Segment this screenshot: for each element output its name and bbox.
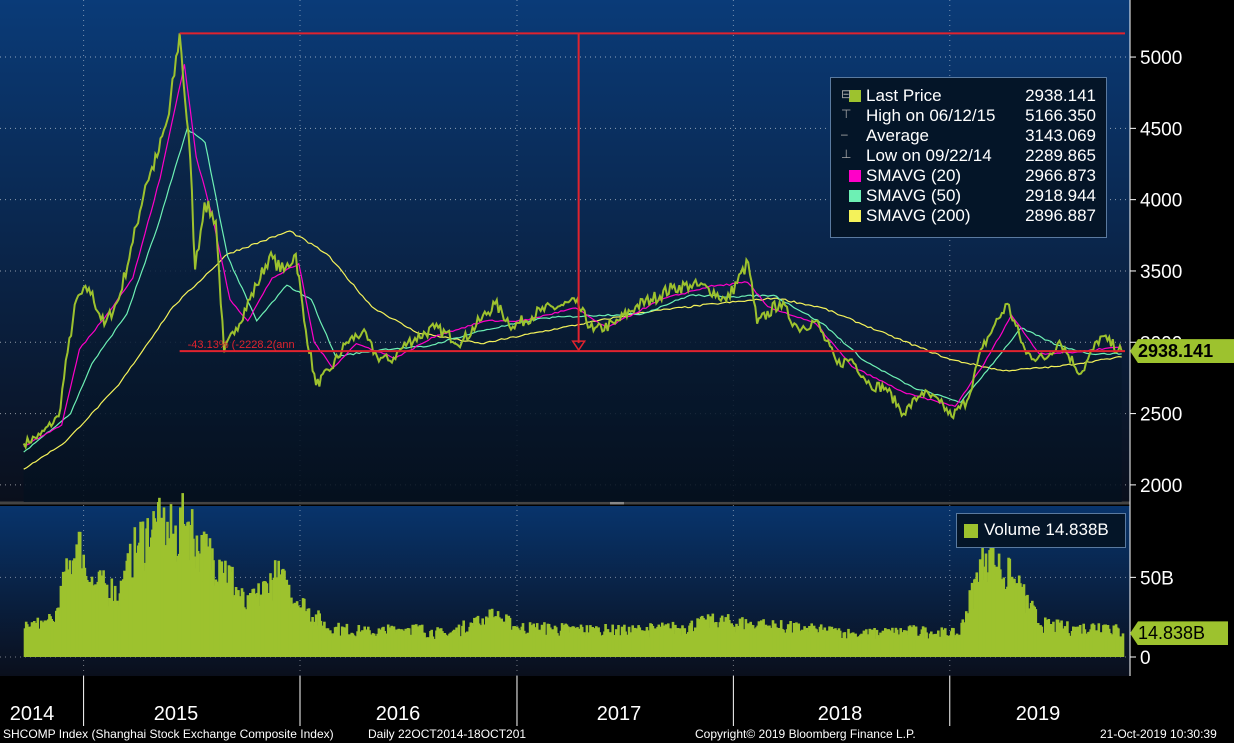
legend-swatch: [849, 170, 861, 182]
legend-value: 2966.873: [1025, 166, 1096, 185]
volume-legend-swatch: [964, 524, 978, 538]
legend-value: 3143.069: [1025, 126, 1096, 145]
x-tick-label-2015: 2015: [154, 703, 199, 725]
legend-row: ⊥ Low on 09/22/14 2289.865: [831, 146, 1106, 166]
legend-label: Low on 09/22/14: [866, 146, 992, 165]
legend-label: Average: [866, 126, 930, 145]
x-tick-label-2019: 2019: [1016, 703, 1061, 725]
x-tick-label-2018: 2018: [818, 703, 863, 725]
legend-value: 5166.350: [1025, 106, 1096, 125]
x-tick-label-2014: 2014: [10, 703, 55, 725]
volume-legend-label: Volume 14.838B: [984, 520, 1109, 539]
price-tick-label: 4000: [1140, 191, 1182, 212]
legend-swatch: [849, 90, 861, 102]
series-line-smavg-200-: [23, 230, 1122, 470]
legend-swatch: [849, 210, 861, 222]
x-tick-label-2017: 2017: [597, 703, 642, 725]
footer-index: SHCOMP Index (Shanghai Stock Exchange Co…: [3, 727, 334, 741]
footer-copyright: Copyright© 2019 Bloomberg Finance L.P.: [695, 727, 916, 741]
legend-swatch: [849, 190, 861, 202]
price-tick-label: 4500: [1140, 119, 1182, 140]
legend-value: 2938.141: [1025, 86, 1096, 105]
drop-arrow-head: [571, 340, 587, 352]
footer: SHCOMP Index (Shanghai Stock Exchange Co…: [0, 726, 1234, 743]
footer-range: Daily 22OCT2014-18OCT201: [368, 727, 527, 741]
legend-value: 2918.944: [1025, 186, 1096, 205]
volume-tick-label: 50B: [1140, 568, 1174, 589]
price-tick-label: 2500: [1140, 405, 1182, 426]
axis-area-bg: [1130, 0, 1234, 676]
legend-label: High on 06/12/15: [866, 106, 996, 125]
price-tick-label: 5000: [1140, 48, 1182, 69]
legend-glyph-icon: ⊟: [841, 87, 852, 101]
legend-glyph-icon: ⊤: [841, 107, 852, 121]
series-line-last-price: [22, 33, 1123, 451]
legend-label: SMAVG (200): [866, 206, 971, 225]
volume-legend: Volume 14.838B: [956, 513, 1126, 548]
drop-label: -43.13% (-2228.2(ann: [188, 339, 295, 351]
legend-value: 2896.887: [1025, 206, 1096, 225]
legend-row: SMAVG (20) 2966.873: [831, 166, 1106, 186]
footer-timestamp: 21-Oct-2019 10:30:39: [1100, 727, 1217, 741]
legend: ⊟ Last Price 2938.141 ⊤ High on 06/12/15 5166…: [830, 77, 1107, 238]
x-tick-label-2016: 2016: [376, 703, 421, 725]
legend-row: SMAVG (200) 2896.887: [831, 206, 1106, 226]
volume-bar: [1121, 633, 1125, 657]
series-line-smavg-50-: [23, 127, 1122, 453]
legend-label: Last Price: [866, 86, 942, 105]
x-axis-area-bg: [0, 676, 1234, 726]
legend-row: ⊟ Last Price 2938.141: [831, 86, 1106, 106]
price-area-fill: [23, 33, 1122, 503]
legend-row: ⊤ High on 06/12/15 5166.350: [831, 106, 1106, 126]
volume-tick-label: 0: [1140, 648, 1151, 669]
last-price-tag: 2938.141: [1130, 339, 1234, 364]
legend-glyph-icon: –: [841, 127, 848, 141]
legend-glyph-icon: ⊥: [841, 147, 852, 161]
legend-label: SMAVG (50): [866, 186, 962, 205]
legend-row: – Average 3143.069: [831, 126, 1106, 146]
legend-row: SMAVG (50) 2918.944: [831, 186, 1106, 206]
legend-label: SMAVG (20): [866, 166, 962, 185]
price-tick-label: 3500: [1140, 262, 1182, 283]
last-volume-tag: 14.838B: [1130, 621, 1228, 646]
legend-value: 2289.865: [1025, 146, 1096, 165]
price-tick-label: 2000: [1140, 476, 1182, 497]
